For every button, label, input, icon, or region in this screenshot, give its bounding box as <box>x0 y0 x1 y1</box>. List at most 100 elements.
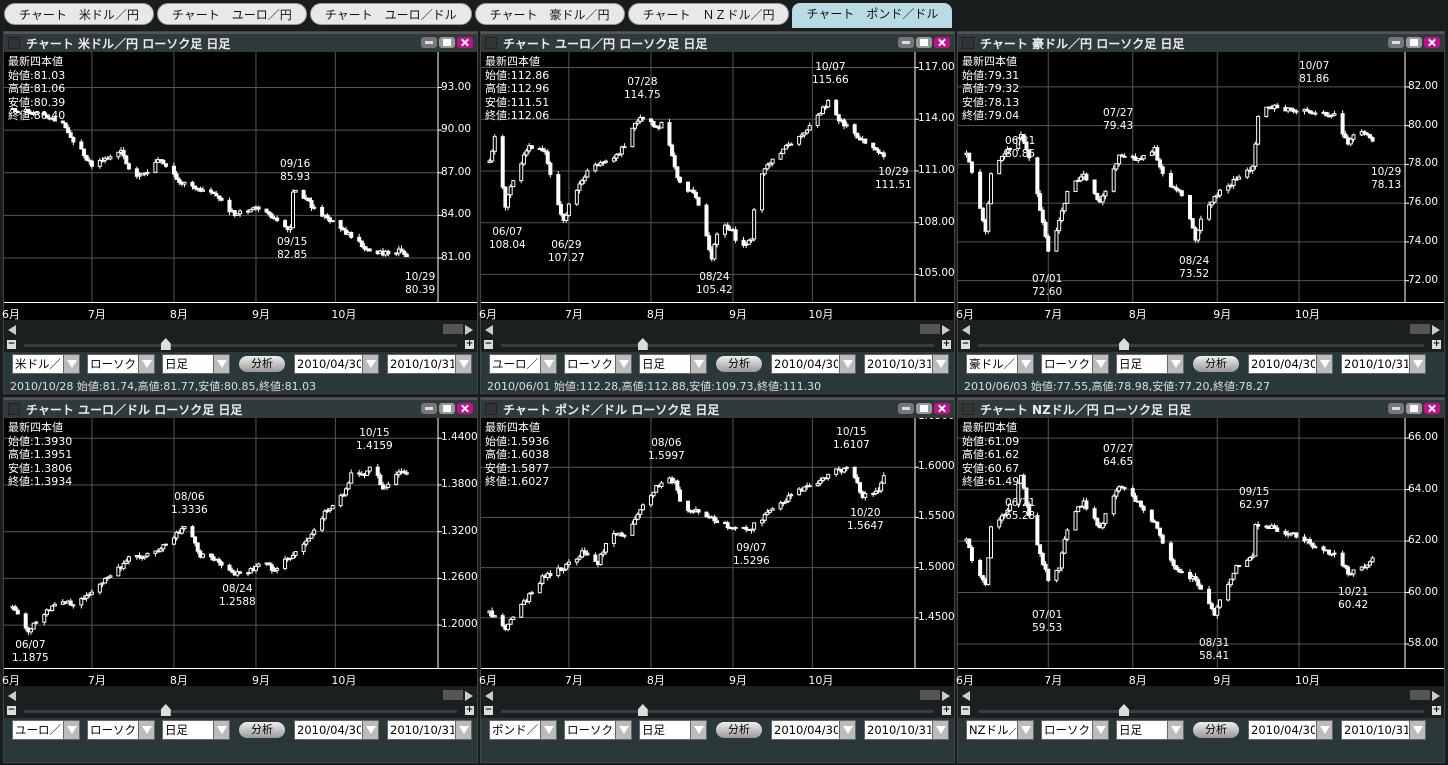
minimize-icon[interactable] <box>421 37 437 48</box>
start-date-select[interactable]: 2010/04/30 <box>294 720 379 740</box>
window-titlebar[interactable]: チャート NZドル／円 ローソク足 日足 <box>958 398 1444 418</box>
chart-scrollbar[interactable] <box>958 320 1444 338</box>
window-checkbox[interactable] <box>962 403 974 415</box>
period-select[interactable]: 日足 <box>162 354 230 374</box>
chevron-down-icon[interactable] <box>213 721 229 739</box>
chevron-down-icon[interactable] <box>63 721 79 739</box>
scroll-right-icon[interactable] <box>465 691 473 701</box>
zoom-handle[interactable] <box>1119 704 1130 716</box>
scroll-thumb[interactable] <box>1410 690 1430 700</box>
zoom-track[interactable] <box>501 710 934 713</box>
analyze-button[interactable]: 分析 <box>716 356 762 372</box>
maximize-icon[interactable] <box>916 403 932 414</box>
zoom-track[interactable] <box>24 344 457 347</box>
close-icon[interactable] <box>934 37 950 48</box>
zoom-handle[interactable] <box>1119 338 1130 350</box>
zoom-slider[interactable]: − + <box>481 338 954 352</box>
end-date-select[interactable]: 2010/10/31 <box>1341 354 1426 374</box>
end-date-select[interactable]: 2010/10/31 <box>387 720 472 740</box>
chevron-down-icon[interactable] <box>615 721 631 739</box>
scroll-left-icon[interactable] <box>8 691 16 701</box>
chevron-down-icon[interactable] <box>839 355 855 373</box>
window-checkbox[interactable] <box>962 37 974 49</box>
zoom-track[interactable] <box>978 710 1424 713</box>
scroll-left-icon[interactable] <box>8 325 16 335</box>
zoom-track[interactable] <box>501 344 934 347</box>
zoom-slider[interactable]: − + <box>958 338 1444 352</box>
chevron-down-icon[interactable] <box>540 721 556 739</box>
chevron-down-icon[interactable] <box>362 721 378 739</box>
maximize-icon[interactable] <box>439 37 455 48</box>
start-date-select[interactable]: 2010/04/30 <box>771 720 856 740</box>
chevron-down-icon[interactable] <box>1092 721 1108 739</box>
chart-type-select[interactable]: ローソク足 <box>1041 354 1109 374</box>
end-date-select[interactable]: 2010/10/31 <box>864 720 949 740</box>
chevron-down-icon[interactable] <box>1167 355 1183 373</box>
chevron-down-icon[interactable] <box>138 721 154 739</box>
scroll-right-icon[interactable] <box>1432 691 1440 701</box>
tab-eurusd[interactable]: チャート ユーロ／ドル <box>309 3 472 25</box>
symbol-select[interactable]: ポンド／ドル <box>489 720 557 740</box>
window-titlebar[interactable]: チャート 豪ドル／円 ローソク足 日足 <box>958 32 1444 52</box>
maximize-icon[interactable] <box>916 37 932 48</box>
chart-scrollbar[interactable] <box>481 320 954 338</box>
period-select[interactable]: 日足 <box>162 720 230 740</box>
scroll-left-icon[interactable] <box>962 691 970 701</box>
chevron-down-icon[interactable] <box>63 355 79 373</box>
zoom-handle[interactable] <box>160 338 171 350</box>
zoom-track[interactable] <box>24 710 457 713</box>
scroll-right-icon[interactable] <box>942 325 950 335</box>
analyze-button[interactable]: 分析 <box>239 356 285 372</box>
zoom-handle[interactable] <box>160 704 171 716</box>
chart-scrollbar[interactable] <box>481 686 954 704</box>
candlestick-chart[interactable]: 最新四本値 始値:112.86 高値:112.96 安値:111.51 終値:1… <box>481 52 954 302</box>
candlestick-chart[interactable]: 最新四本値 始値:1.5936 高値:1.6038 安値:1.5877 終値:1… <box>481 418 954 668</box>
end-date-select[interactable]: 2010/10/31 <box>387 354 472 374</box>
chevron-down-icon[interactable] <box>839 721 855 739</box>
minimize-icon[interactable] <box>1388 403 1404 414</box>
symbol-select[interactable]: NZドル／円 <box>966 720 1034 740</box>
zoom-out-button[interactable]: − <box>7 705 16 715</box>
symbol-select[interactable]: ユーロ／ドル <box>12 720 80 740</box>
window-titlebar[interactable]: チャート ポンド／ドル ローソク足 日足 <box>481 398 954 418</box>
close-icon[interactable] <box>457 37 473 48</box>
close-icon[interactable] <box>934 403 950 414</box>
minimize-icon[interactable] <box>898 37 914 48</box>
chevron-down-icon[interactable] <box>1167 721 1183 739</box>
scroll-thumb[interactable] <box>443 324 463 334</box>
end-date-select[interactable]: 2010/10/31 <box>864 354 949 374</box>
scroll-thumb[interactable] <box>920 690 940 700</box>
scroll-thumb[interactable] <box>920 324 940 334</box>
chevron-down-icon[interactable] <box>1017 355 1033 373</box>
zoom-slider[interactable]: − + <box>4 704 477 718</box>
window-checkbox[interactable] <box>8 37 20 49</box>
window-checkbox[interactable] <box>8 403 20 415</box>
candlestick-chart[interactable]: 最新四本値 始値:81.03 高値:81.06 安値:80.39 終値:80.4… <box>4 52 477 302</box>
chevron-down-icon[interactable] <box>1092 355 1108 373</box>
scroll-left-icon[interactable] <box>485 691 493 701</box>
tab-eurjpy[interactable]: チャート ユーロ／円 <box>156 3 307 25</box>
close-icon[interactable] <box>1424 37 1440 48</box>
chart-type-select[interactable]: ローソク足 <box>564 354 632 374</box>
scroll-thumb[interactable] <box>443 690 463 700</box>
scroll-left-icon[interactable] <box>485 325 493 335</box>
zoom-out-button[interactable]: − <box>484 339 493 349</box>
window-titlebar[interactable]: チャート ユーロ／円 ローソク足 日足 <box>481 32 954 52</box>
scroll-right-icon[interactable] <box>465 325 473 335</box>
maximize-icon[interactable] <box>1406 37 1422 48</box>
period-select[interactable]: 日足 <box>1116 720 1184 740</box>
chart-scrollbar[interactable] <box>958 686 1444 704</box>
window-checkbox[interactable] <box>485 403 497 415</box>
zoom-out-button[interactable]: − <box>961 705 970 715</box>
chevron-down-icon[interactable] <box>615 355 631 373</box>
tab-gbpusd[interactable]: チャート ポンド／ドル <box>792 3 953 28</box>
chart-scrollbar[interactable] <box>4 320 477 338</box>
analyze-button[interactable]: 分析 <box>239 722 285 738</box>
zoom-track[interactable] <box>978 344 1424 347</box>
start-date-select[interactable]: 2010/04/30 <box>294 354 379 374</box>
zoom-in-button[interactable]: + <box>1432 705 1441 715</box>
scroll-thumb[interactable] <box>1410 324 1430 334</box>
chevron-down-icon[interactable] <box>932 355 948 373</box>
candlestick-chart[interactable]: 最新四本値 始値:61.09 高値:61.62 安値:60.67 終値:61.4… <box>958 418 1444 668</box>
period-select[interactable]: 日足 <box>1116 354 1184 374</box>
